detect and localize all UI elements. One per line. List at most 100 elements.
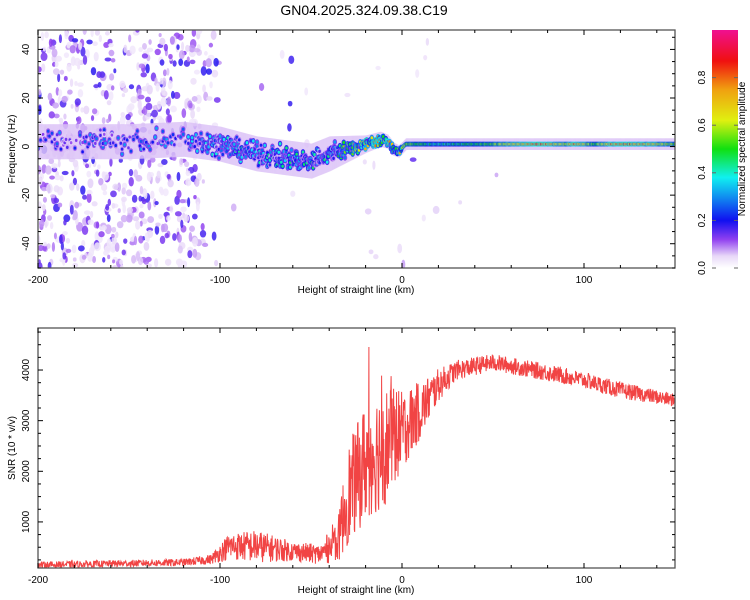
spectral-ridge-core xyxy=(48,134,51,138)
spectral-noise-blob xyxy=(139,185,144,195)
spectrogram-ytick-label: 0 xyxy=(21,143,32,149)
spectral-noise-blob xyxy=(160,97,167,107)
spectral-ridge-core xyxy=(342,140,346,145)
spectral-noise-blob xyxy=(169,205,174,213)
colorbar-tick-label: 0.4 xyxy=(697,165,708,179)
spectral-noise-blob xyxy=(177,233,182,243)
spectral-halo xyxy=(67,124,69,160)
spectral-noise-blob xyxy=(125,214,133,223)
spectral-noise-blob xyxy=(59,175,64,182)
spectral-noise-blob xyxy=(47,215,53,221)
spectral-halo xyxy=(78,124,80,160)
spectral-noise-blob xyxy=(145,96,151,103)
spectral-ridge-core xyxy=(58,131,61,135)
spectral-noise-blob xyxy=(62,252,67,260)
spectral-noise-blob xyxy=(82,30,87,35)
spectral-ridge-core xyxy=(120,147,124,151)
spectral-noise-blob xyxy=(159,59,165,66)
spectral-noise-blob xyxy=(120,264,124,268)
spectral-ridge-core xyxy=(190,136,194,140)
spectrogram-ylabel: Frequency (Hz) xyxy=(7,115,18,184)
spectral-noise-blob xyxy=(87,178,94,189)
spectral-halo xyxy=(312,142,315,178)
spectral-noise-blob xyxy=(188,232,193,242)
spectral-noise-blob xyxy=(147,201,152,211)
spectral-noise-blob xyxy=(159,235,166,245)
spectral-ridge-core xyxy=(259,143,263,147)
spectral-ridge-core xyxy=(129,149,133,153)
spectral-halo xyxy=(48,124,51,160)
spectral-halo xyxy=(155,123,157,159)
spectral-ridge-core xyxy=(252,139,255,143)
spectral-noise-blob xyxy=(57,73,61,83)
spectral-noise-blob xyxy=(64,30,69,40)
spectral-ridge-core xyxy=(194,139,198,143)
spectral-noise-blob xyxy=(195,30,203,35)
spectral-ridge-core xyxy=(332,156,335,160)
spectral-halo xyxy=(156,123,158,158)
spectral-noise-blob xyxy=(187,197,191,208)
spectral-noise-blob xyxy=(161,158,168,165)
spectral-noise-blob xyxy=(45,165,52,175)
spectral-noise-blob xyxy=(57,160,61,168)
spectral-noise-blob xyxy=(38,244,44,252)
spectral-noise-blob xyxy=(47,92,53,101)
spectral-ridge-core xyxy=(208,134,212,138)
spectral-ridge-core xyxy=(290,148,293,152)
spectral-ridge-core xyxy=(88,133,92,137)
spectral-noise-blob xyxy=(83,210,91,215)
spectral-ridge-core xyxy=(153,135,157,139)
spectral-halo xyxy=(136,123,138,159)
spectral-noise-blob xyxy=(112,265,118,268)
spectral-noise-blob xyxy=(200,223,205,231)
spectral-noise-blob xyxy=(160,223,165,233)
spectral-noise-blob xyxy=(71,244,77,254)
spectral-halo xyxy=(135,123,137,159)
spectral-ridge-core xyxy=(198,141,202,146)
spectral-noise-blob xyxy=(71,170,75,177)
spectral-halo xyxy=(47,124,49,160)
spectral-ridge-core xyxy=(64,137,68,141)
spectral-noise-blob xyxy=(69,204,74,215)
spectral-noise-blob xyxy=(174,211,182,217)
spectral-noise-blob xyxy=(93,242,101,252)
spectral-ridge-core xyxy=(148,147,152,152)
spectral-halo xyxy=(170,122,173,158)
spectral-ridge-core xyxy=(50,131,54,135)
spectral-ridge-core xyxy=(66,145,69,149)
spectral-noise-blob xyxy=(48,38,53,48)
spectral-noise-blob xyxy=(364,208,372,215)
spectral-ridge-core xyxy=(110,133,114,137)
spectral-noise-blob xyxy=(98,34,102,43)
spectral-noise-blob xyxy=(177,260,182,268)
spectral-noise-blob xyxy=(230,203,237,212)
spectral-noise-blob xyxy=(180,219,184,229)
spectral-noise-blob xyxy=(287,100,293,107)
snr-xtick-label: -100 xyxy=(210,575,230,586)
spectral-noise-blob xyxy=(66,41,72,49)
spectral-noise-blob xyxy=(86,170,92,178)
spectral-noise-blob xyxy=(59,69,65,75)
spectral-ridge-core xyxy=(85,135,88,139)
spectral-ridge-core xyxy=(181,132,185,136)
spectral-noise-blob xyxy=(132,216,140,222)
spectral-noise-blob xyxy=(168,53,173,60)
colorbar-scale xyxy=(712,30,738,268)
spectral-noise-blob xyxy=(54,61,59,68)
spectral-noise-blob xyxy=(178,58,184,66)
spectral-ridge-core xyxy=(111,141,115,145)
spectral-noise-blob xyxy=(146,84,153,95)
spectral-noise-blob xyxy=(177,245,183,254)
spectral-ridge-core xyxy=(173,143,176,147)
spectral-noise-blob xyxy=(146,47,154,53)
spectral-noise-blob xyxy=(128,84,135,90)
spectral-halo xyxy=(168,122,170,158)
spectral-ridge-core xyxy=(280,160,283,164)
spectral-ridge-core xyxy=(232,142,236,146)
spectral-ridge-core xyxy=(53,137,56,142)
spectral-ridge-core xyxy=(325,160,329,164)
snr-series-line xyxy=(38,346,675,568)
spectral-noise-blob xyxy=(53,232,57,240)
spectral-noise-blob xyxy=(54,174,62,181)
spectral-noise-blob xyxy=(44,221,48,228)
